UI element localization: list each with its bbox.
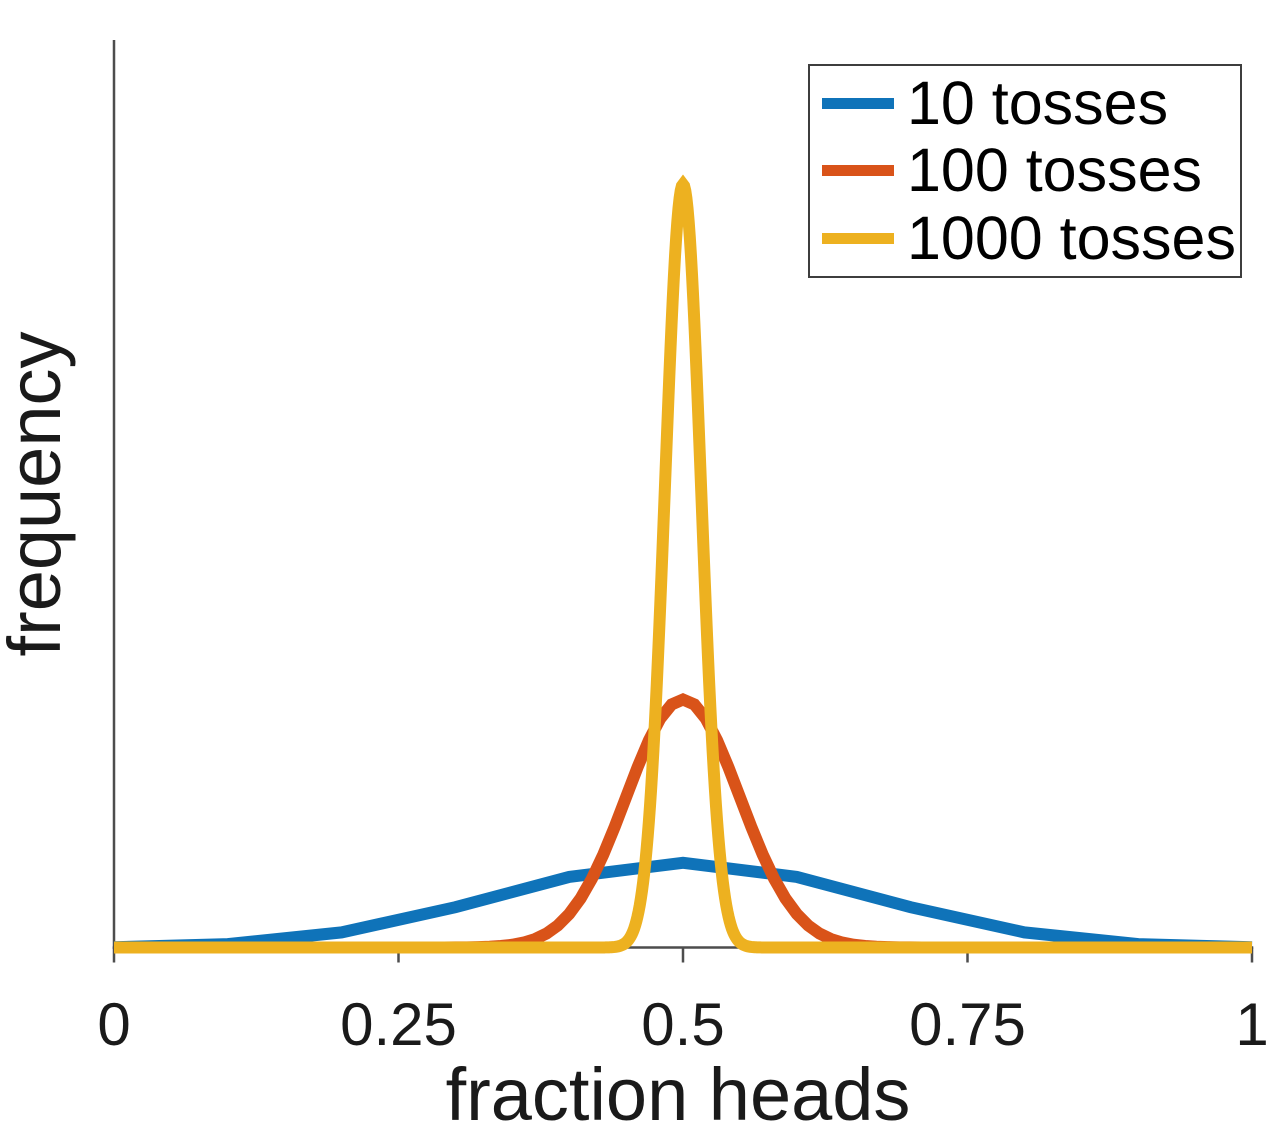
x-tick-label-0: 0 (97, 991, 130, 1058)
legend-item-100-tosses: 100 tosses (822, 140, 1240, 201)
x-axis-label: fraction heads (446, 1053, 911, 1136)
x-tick-label-0.75: 0.75 (909, 991, 1026, 1058)
x-tick-label-1: 1 (1235, 991, 1268, 1058)
legend-item-10-tosses: 10 tosses (822, 73, 1240, 134)
x-tick-label-0.5: 0.5 (641, 991, 724, 1058)
legend-swatch-100-tosses (822, 165, 894, 177)
series-line-10-tosses (113, 856, 1253, 954)
legend-swatch-10-tosses (822, 98, 894, 110)
y-axis-label: frequency (0, 332, 76, 657)
axis-text: 0 0.25 0.5 0.75 1 fraction heads frequen… (0, 332, 1269, 1136)
legend-label-10-tosses: 10 tosses (907, 69, 1169, 138)
x-tick-label-0.25: 0.25 (340, 991, 457, 1058)
legend: 10 tosses 100 tosses 1000 tosses (808, 64, 1242, 278)
series-line-100-tosses (114, 692, 1252, 954)
legend-swatch-1000-tosses (822, 232, 894, 244)
legend-item-1000-tosses: 1000 tosses (822, 203, 1240, 272)
series-line-1000-tosses (114, 174, 1252, 954)
series-curves (113, 174, 1253, 954)
legend-label-100-tosses: 100 tosses (907, 136, 1203, 205)
legend-label-1000-tosses: 1000 tosses (907, 203, 1236, 272)
